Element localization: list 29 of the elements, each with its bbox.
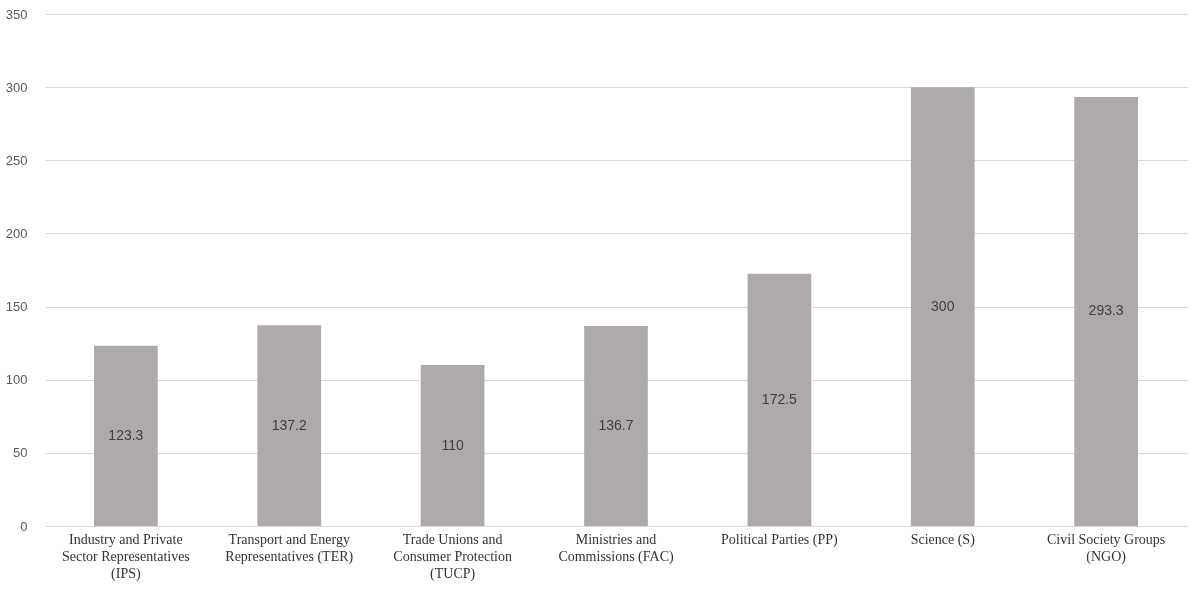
bar [910,87,975,526]
y-tick-label: 0 [20,518,28,534]
y-tick-label: 50 [13,445,28,461]
bar [747,273,812,526]
x-tick-label: Civil Society Groups (NGO) [1047,531,1166,565]
data-label: 110 [441,436,464,453]
x-tick-label: Industry and Private Sector Representatives (IPS) [61,531,190,582]
x-tick-label: Political Parties (PP) [721,531,839,548]
data-label: 300 [931,297,955,314]
bar [420,365,485,526]
x-tick-label: Ministries and Commissions (FAC) [558,531,674,565]
bar [584,326,648,526]
x-tick-label: Transport and Energy Representatives (TER) [225,531,354,565]
x-tick-label: Science (S) [910,531,976,548]
y-tick-label: 350 [5,6,28,22]
y-tick-label: 300 [5,79,28,95]
data-label: 293.3 [1088,302,1124,319]
y-tick-label: 250 [5,152,28,168]
bar [94,345,158,526]
y-tick-label: 100 [5,372,28,388]
data-label: 137.2 [271,416,307,433]
data-label: 172.5 [761,390,798,407]
y-tick-label: 150 [5,299,28,315]
bar [1074,96,1138,526]
y-tick-label: 200 [5,225,28,241]
bar [257,325,322,526]
data-label: 136.7 [598,417,634,434]
x-tick-label: Trade Unions and Consumer Protection (TUCP) [393,531,512,582]
data-label: 123.3 [108,426,144,443]
